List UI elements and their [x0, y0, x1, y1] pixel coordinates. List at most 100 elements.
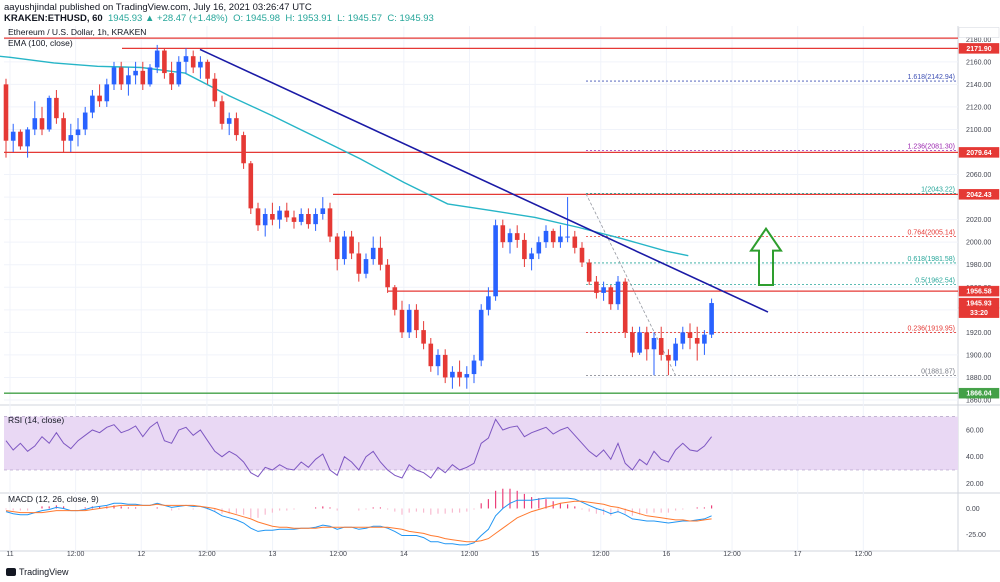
candle-body: [32, 118, 38, 130]
price-tag-label: 2171.90: [966, 46, 991, 53]
candle-body: [550, 230, 556, 243]
time-axis[interactable]: 11 12:00 12 12:00 13 12:00 14 12:00 15 12:00 16 12:…: [6, 551, 872, 558]
price-tag-label: 33:20: [970, 310, 988, 317]
price-change: 1945.93 ▲ +28.47 (+1.48%): [108, 13, 228, 24]
candle-body: [378, 247, 383, 265]
candle-body: [673, 343, 678, 361]
time-tick-label: 12:00: [723, 551, 741, 558]
candle-body: [450, 371, 455, 378]
price-tick-label: 1920.00: [966, 330, 991, 337]
candle-body: [147, 67, 153, 85]
price-tick-label: 2140.00: [966, 82, 991, 89]
candle-body: [363, 259, 369, 274]
candle-body: [464, 374, 470, 378]
candle-body: [212, 78, 218, 102]
candle-body: [680, 332, 686, 344]
candle-body: [694, 338, 700, 344]
fib-label: 0(1881.87): [921, 368, 955, 375]
candle-body: [18, 131, 23, 147]
candle-body: [586, 262, 592, 282]
price-tick-label: 2160.00: [966, 59, 991, 66]
candle-body: [111, 67, 117, 85]
macd-pane: [5, 488, 713, 546]
symbol-line: KRAKEN:ETHUSD, 60 1945.93 ▲ +28.47 (+1.4…: [4, 13, 434, 24]
candle-body: [10, 131, 16, 141]
candle-body: [414, 309, 419, 331]
candle-body: [97, 95, 102, 102]
candle-body: [514, 233, 520, 240]
rsi-label: RSI (14, close): [8, 415, 64, 425]
candle-body: [284, 210, 290, 218]
up-arrow-icon: [749, 226, 783, 287]
candle-body: [522, 239, 527, 260]
time-tick-label: 12:00: [67, 551, 85, 558]
candle-body: [471, 360, 477, 375]
candle-body: [709, 303, 714, 335]
candle-body: [572, 236, 578, 248]
candle-body: [313, 214, 318, 225]
fib-connector: [585, 193, 677, 377]
high-value: H: 1953.91: [285, 13, 332, 24]
price-tag-label: 1956.58: [966, 289, 991, 296]
candle-body: [493, 225, 498, 297]
price-tick-label: 2100.00: [966, 127, 991, 134]
price-tag: [958, 147, 1000, 158]
macd-tick-label: 0.00: [966, 506, 980, 513]
candle-body: [241, 135, 246, 164]
price-tag: [958, 43, 1000, 54]
candle-body: [320, 208, 326, 214]
price-tick-label: 2000.00: [966, 240, 991, 247]
candle-body: [622, 281, 628, 333]
fib-label: 0.5(1962.54): [915, 277, 955, 284]
chart-grid: [0, 26, 1000, 552]
candle-body: [118, 67, 124, 85]
candle-body: [262, 214, 268, 226]
ema-line: [0, 55, 689, 257]
candle-body: [406, 309, 412, 333]
time-tick-label: 15: [531, 551, 539, 558]
close-value: C: 1945.93: [387, 13, 434, 24]
candle-body: [277, 210, 282, 220]
candle-body: [342, 236, 347, 260]
fib-label: 0.236(1919.95): [908, 325, 955, 332]
candle-body: [594, 281, 599, 293]
candle-body: [219, 101, 225, 124]
tradingview-logo[interactable]: TradingView: [6, 567, 69, 577]
rsi-line: [5, 418, 712, 479]
candle-body: [349, 236, 354, 254]
candle-body: [306, 214, 311, 225]
price-tick-label: 1860.00: [966, 398, 991, 405]
candle-body: [291, 217, 297, 222]
horizontal-levels: [4, 37, 958, 394]
candle-body: [3, 84, 9, 141]
candle-body: [46, 97, 52, 130]
time-tick-label: 12:00: [592, 551, 610, 558]
candle-body: [126, 75, 131, 85]
price-axis[interactable]: 1860.001880.001900.001920.001940.001960.…: [958, 27, 1000, 539]
candle-body: [327, 208, 333, 237]
symbol-label: KRAKEN:ETHUSD, 60: [4, 13, 103, 24]
candle-body: [428, 343, 434, 367]
candle-body: [169, 73, 174, 85]
candle-body: [637, 332, 642, 353]
price-tag-label: 2042.43: [966, 192, 991, 199]
fib-label: 0.764(2005.14): [908, 229, 955, 236]
candle-body: [435, 354, 441, 367]
candle-body: [442, 354, 448, 378]
price-tick-label: 1980.00: [966, 262, 991, 269]
candle-body: [658, 338, 664, 355]
price-tick-label: 1880.00: [966, 375, 991, 382]
candle-body: [500, 225, 506, 243]
candle-body: [334, 236, 340, 260]
price-tag: [958, 307, 1000, 318]
candle-body: [558, 236, 563, 243]
price-tag: [958, 285, 1000, 297]
candle-body: [529, 253, 534, 260]
candle-body: [255, 208, 261, 226]
trendline[interactable]: [199, 48, 769, 313]
low-value: L: 1945.57: [337, 13, 383, 24]
candle-body: [82, 112, 88, 130]
candle-body: [61, 118, 66, 141]
candle-body: [478, 309, 484, 361]
